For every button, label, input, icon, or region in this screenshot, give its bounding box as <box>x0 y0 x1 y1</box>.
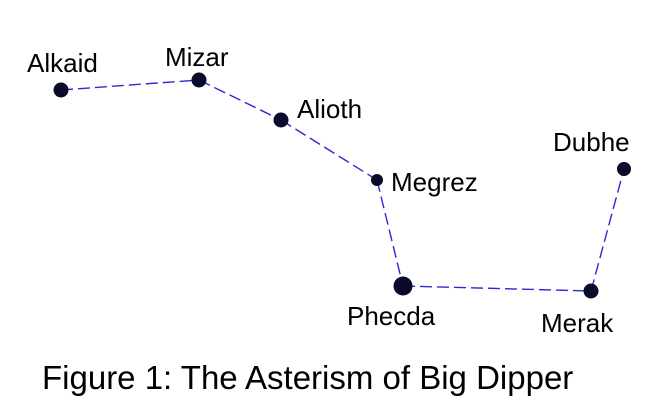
asterism-lines <box>60 79 625 292</box>
star-label-merak: Merak <box>541 308 614 338</box>
star-label-mizar: Mizar <box>165 42 229 72</box>
star-label-phecda: Phecda <box>347 301 436 331</box>
star-markers <box>53 72 631 299</box>
link-alioth-megrez <box>280 119 378 181</box>
star-label-alioth: Alioth <box>297 94 362 124</box>
star-mizar <box>191 72 207 88</box>
star-label-megrez: Megrez <box>391 167 478 197</box>
star-megrez <box>371 174 383 186</box>
star-labels: Alkaid Mizar Alioth Megrez Phecda Merak … <box>27 42 630 338</box>
star-alioth <box>273 112 289 128</box>
link-phecda-merak <box>402 285 592 292</box>
link-mizar-alioth <box>198 79 282 121</box>
link-alkaid-mizar <box>60 79 200 91</box>
star-alkaid <box>53 82 69 98</box>
star-merak <box>583 283 599 299</box>
figure-caption: Figure 1: The Asterism of Big Dipper <box>42 359 573 396</box>
link-merak-dubhe <box>590 168 625 292</box>
star-label-alkaid: Alkaid <box>27 48 98 78</box>
star-label-dubhe: Dubhe <box>553 127 630 157</box>
link-megrez-phecda <box>376 179 404 287</box>
star-phecda <box>393 276 413 296</box>
star-dubhe <box>617 162 631 176</box>
